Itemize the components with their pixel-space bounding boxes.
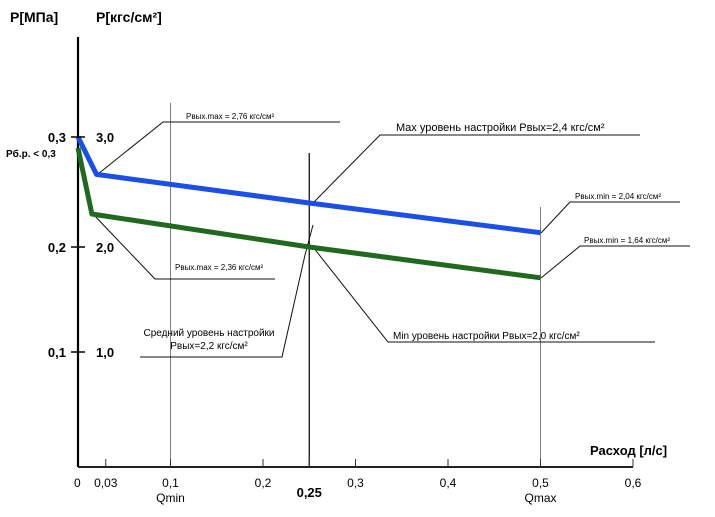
- x-tick-label: 0,03: [94, 476, 118, 490]
- leader-min-level: [312, 246, 655, 343]
- annotation-pmin-204: Pвых.min = 2,04 кгс/см²: [575, 192, 661, 201]
- annotation-mid-level-1: Средний уровень настройки: [143, 328, 274, 339]
- y-tick-label-left: 0,3: [48, 130, 66, 145]
- x-sublabel: Qmin: [156, 491, 185, 505]
- x-tick-label: 0,2: [255, 476, 272, 490]
- y-note: Рб.р. < 0,3: [6, 148, 56, 160]
- x-tick-label: 0,5: [532, 476, 549, 490]
- leader-pmax-276: [97, 121, 340, 175]
- y-tick-label-left: 0,1: [48, 345, 66, 360]
- x-sublabel: Qmax: [524, 491, 556, 505]
- annotation-max-level: Max уровень настройки Pвых=2,4 кгс/см²: [396, 122, 605, 134]
- x-tick-label: 0,1: [162, 476, 179, 490]
- series-line-min: [75, 147, 541, 281]
- leader-max-level: [312, 134, 640, 204]
- annotation-pmax-276: Pвых.max = 2,76 кгс/см²: [186, 112, 275, 121]
- x-tick-label: 0: [74, 476, 81, 490]
- annotation-min-level: Min уровень настройки Pвых=2,0 кгс/см²: [393, 331, 580, 342]
- annotation-pmax-236: Pвых.max = 2,36 кгс/см²: [175, 263, 264, 272]
- leader-pmax-236: [91, 212, 275, 280]
- y-tick-label-right: 1,0: [96, 345, 114, 360]
- x-tick-label: 0,4: [440, 476, 457, 490]
- leader-pmin-204: [540, 201, 680, 234]
- y-axis-label-left: P[МПа]: [10, 9, 58, 25]
- leader-mid-level: [140, 224, 314, 358]
- leader-pmin-164: [540, 245, 690, 279]
- y-tick-label-right: 2,0: [96, 240, 114, 255]
- series-line-max: [75, 135, 541, 236]
- annotation-mid-level-2: Pвых=2,2 кгс/см²: [170, 341, 248, 352]
- y-axis-label-right: P[кгс/см²]: [96, 9, 162, 25]
- x-tick-label: 0,6: [625, 476, 642, 490]
- x-tick-label: 0,25: [297, 485, 322, 500]
- y-tick-label-left: 0,2: [48, 240, 66, 255]
- x-tick-label: 0,3: [347, 476, 364, 490]
- annotation-pmin-164: Pвых.min = 1,64 кгс/см²: [584, 236, 670, 245]
- x-axis-label: Расход [л/с]: [590, 443, 667, 458]
- y-tick-label-right: 3,0: [96, 130, 114, 145]
